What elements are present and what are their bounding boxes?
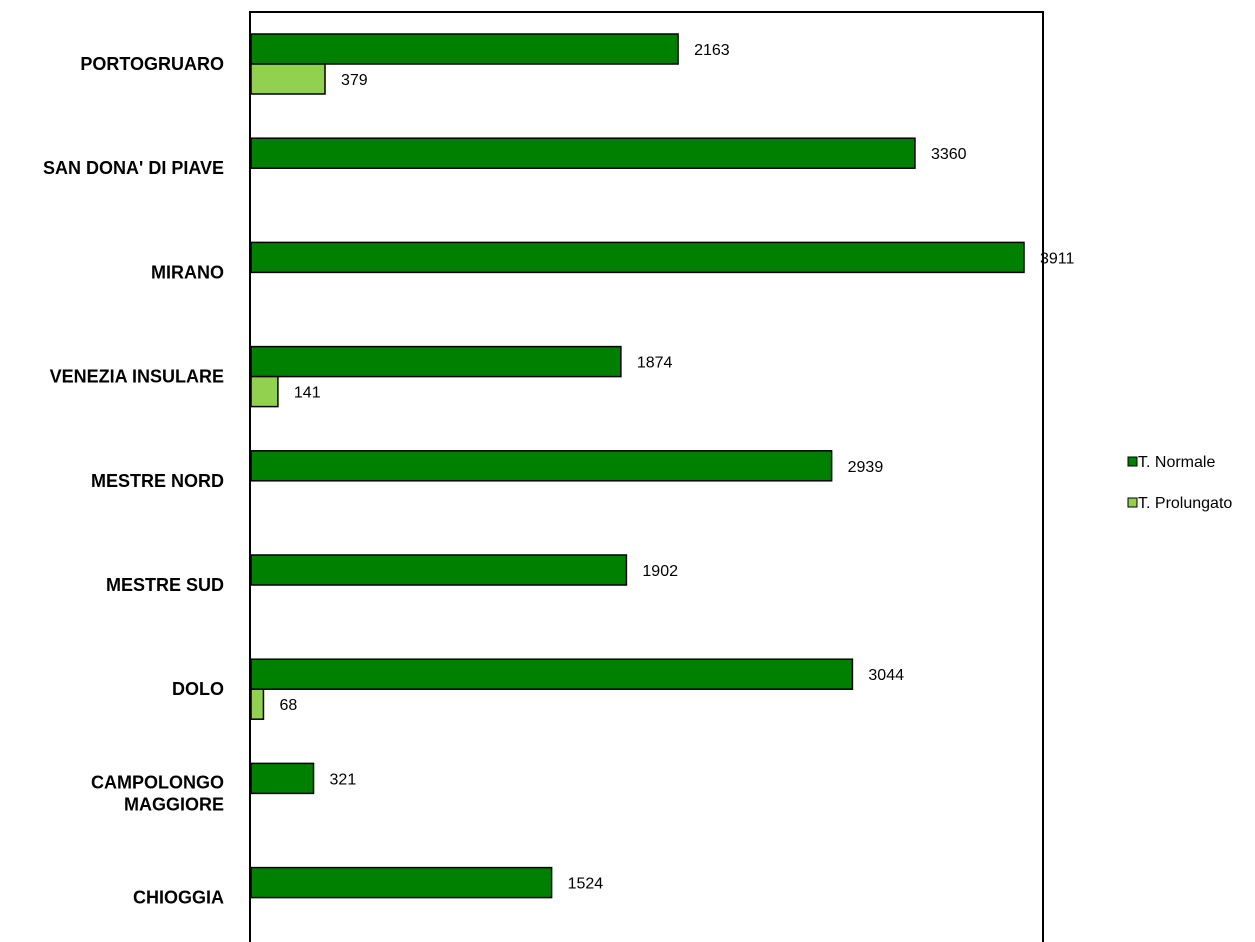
value-label: 68 — [279, 697, 297, 714]
bar-t-prolungato — [250, 375, 279, 408]
category-label: CHIOGGIA — [133, 888, 224, 908]
value-label: 1524 — [568, 876, 604, 893]
value-label: 2163 — [694, 42, 730, 59]
bar-t-prolungato — [250, 688, 265, 720]
bar-t-normale — [250, 866, 553, 899]
legend: T. Normale T. Prolungato — [1127, 454, 1232, 512]
legend-label: T. Prolungato — [1138, 495, 1232, 512]
category-label: CAMPOLONGO — [91, 772, 224, 792]
bar-t-normale — [250, 137, 916, 169]
category-label: MAGGIORE — [124, 794, 224, 814]
bar-t-normale — [250, 241, 1025, 274]
category-label: VENEZIA INSULARE — [50, 367, 224, 387]
bar-t-prolungato — [250, 63, 326, 95]
value-label: 141 — [294, 385, 321, 402]
bar-t-normale — [250, 33, 679, 65]
bar-t-normale — [250, 762, 315, 795]
plot-area — [249, 11, 1044, 942]
value-label: 321 — [330, 771, 357, 788]
category-label: PORTOGRUARO — [80, 54, 224, 74]
category-label: MESTRE NORD — [91, 471, 224, 491]
bar-t-normale — [250, 345, 622, 378]
value-label: 379 — [341, 72, 368, 89]
category-label: DOLO — [172, 679, 224, 699]
value-labels-group: 2163 379 3360 3911 1874 141 2939 1902 3044 68 321 1… — [279, 42, 1074, 893]
category-label: SAN DONA' DI PIAVE — [43, 158, 224, 178]
value-label: 3044 — [868, 667, 904, 684]
category-labels-group: PORTOGRUARO SAN DONA' DI PIAVE MIRANO VENEZ… — [43, 54, 224, 908]
category-label: MIRANO — [151, 262, 224, 282]
bar-t-normale — [250, 554, 628, 586]
bar-t-normale — [250, 658, 854, 690]
value-label: 1874 — [637, 355, 673, 372]
plot-frame — [249, 11, 1044, 942]
category-label: MESTRE SUD — [106, 575, 224, 595]
bar-t-normale — [250, 450, 833, 482]
bars-group — [250, 33, 1025, 899]
legend-swatch — [1127, 497, 1138, 508]
value-label: 3360 — [931, 146, 967, 163]
value-label: 3911 — [1040, 250, 1075, 267]
value-label: 2939 — [848, 459, 884, 476]
value-label: 1902 — [642, 563, 678, 580]
legend-swatch — [1127, 456, 1138, 467]
legend-label: T. Normale — [1138, 454, 1215, 471]
